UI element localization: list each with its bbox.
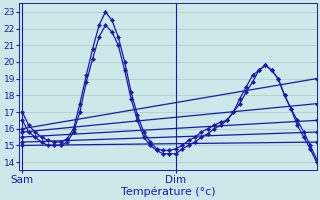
X-axis label: Température (°c): Température (°c) (121, 186, 215, 197)
